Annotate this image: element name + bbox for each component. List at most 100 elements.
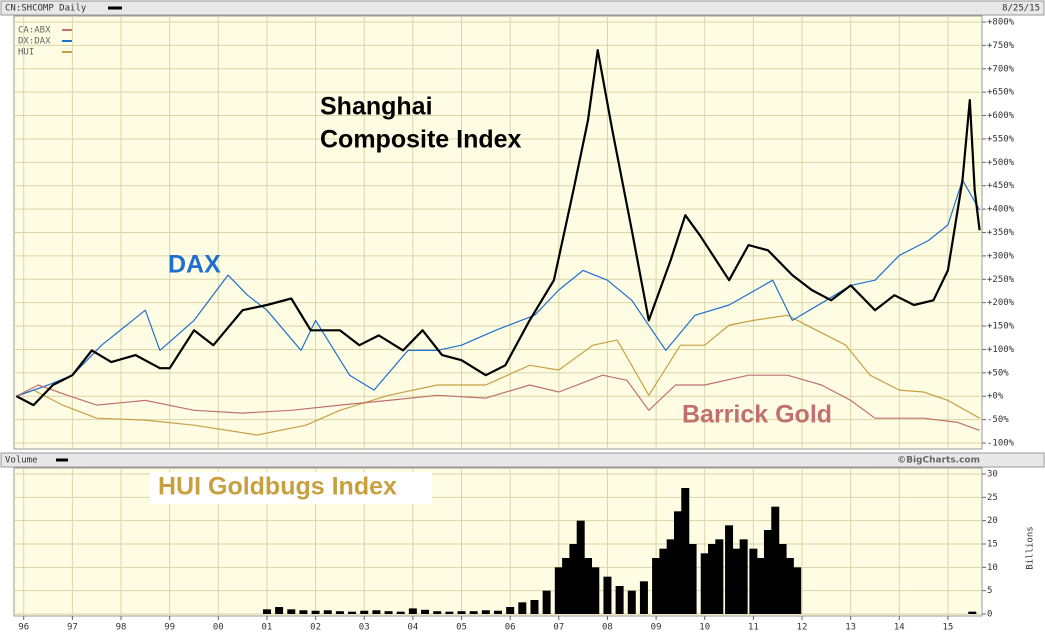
y-tick-label: +150%	[987, 322, 1015, 332]
y-tick-label: +0%	[987, 392, 1004, 402]
x-tick-label: 06	[505, 623, 516, 633]
y-tick-label: +50%	[987, 368, 1009, 378]
x-tick-label: 01	[262, 623, 273, 633]
header-strip	[0, 0, 1045, 16]
volume-bar	[287, 609, 296, 614]
volume-bar	[554, 567, 563, 614]
y-tick-label: +500%	[987, 158, 1015, 168]
x-tick-label: 07	[553, 623, 564, 633]
source: ©BigCharts.com	[897, 456, 980, 466]
volume-bar	[445, 611, 454, 614]
chart-date: 8/25/15	[1002, 4, 1040, 14]
x-tick-label: 11	[748, 623, 759, 633]
volume-bar	[433, 611, 442, 614]
volume-title: Volume	[5, 456, 38, 466]
legend-label: CA:ABX	[18, 26, 51, 36]
x-tick-label: 08	[602, 623, 613, 633]
x-tick-label: 96	[18, 623, 29, 633]
y-tick-label: +250%	[987, 275, 1015, 285]
volume-bar	[603, 576, 612, 614]
annotation: Composite Index	[320, 126, 522, 154]
legend-label: HUI	[18, 48, 34, 58]
volume-bar	[756, 558, 765, 614]
volume-bar	[396, 611, 405, 614]
volume-bar	[715, 539, 724, 614]
x-tick-label: 97	[67, 623, 78, 633]
y-tick-label: +800%	[987, 18, 1015, 28]
volume-bar	[739, 539, 748, 614]
line-series	[16, 314, 980, 436]
chart-title: CN:SHCOMP Daily	[5, 4, 87, 14]
volume-strip	[0, 452, 1045, 468]
x-tick-label: 98	[116, 623, 127, 633]
x-tick-label: 04	[407, 623, 418, 633]
volume-bar	[673, 511, 682, 614]
y-tick-label: +750%	[987, 41, 1015, 51]
x-tick-label: 13	[845, 623, 856, 633]
line-series	[16, 179, 981, 397]
volume-bar	[408, 608, 417, 614]
volume-bar	[708, 544, 717, 614]
annotation: Barrick Gold	[682, 401, 832, 429]
annotation: DAX	[168, 251, 221, 279]
y-tick-label: +700%	[987, 64, 1015, 74]
volume-bar	[506, 607, 515, 614]
x-tick-label: 02	[310, 623, 321, 633]
y-tick-label: +100%	[987, 345, 1015, 355]
volume-bar	[421, 609, 430, 614]
volume-bar	[771, 506, 780, 614]
volume-bar	[299, 610, 308, 614]
volume-bar	[576, 520, 585, 614]
volume-bar	[481, 610, 490, 614]
volume-bar	[457, 611, 466, 614]
annotation: HUI Goldbugs Index	[158, 473, 397, 501]
volume-bar	[688, 544, 697, 614]
volume-bar	[666, 539, 675, 614]
volume-bar	[627, 590, 636, 614]
volume-bar	[530, 600, 539, 614]
y-tick-label: -100%	[987, 439, 1015, 449]
y-tick-label: +350%	[987, 228, 1015, 238]
volume-bar	[542, 590, 551, 614]
annotation: Shanghai	[320, 93, 433, 121]
volume-bar	[968, 611, 977, 614]
volume-bar	[335, 611, 344, 614]
y-tick-label: +550%	[987, 134, 1015, 144]
volume-bar	[732, 548, 741, 614]
volume-bar	[569, 544, 578, 614]
volume-bar	[348, 611, 357, 614]
volume-panel	[13, 467, 983, 617]
y-tick-label: +400%	[987, 205, 1015, 215]
x-tick-label: 09	[651, 623, 662, 633]
volume-bar	[372, 610, 381, 614]
volume-bar	[725, 525, 734, 614]
volume-bar	[311, 610, 320, 614]
legend-label: DX:DAX	[18, 37, 51, 47]
volume-bar	[469, 611, 478, 614]
annotation-background	[150, 472, 432, 504]
y-axis-label: Billions	[1026, 526, 1036, 569]
x-tick-label: 12	[797, 623, 808, 633]
volume-bar	[360, 610, 369, 614]
x-tick-label: 14	[894, 623, 905, 633]
x-tick-label: 99	[164, 623, 175, 633]
volume-bar	[659, 548, 668, 614]
volume-bar	[785, 558, 794, 614]
y-tick-label: +200%	[987, 298, 1015, 308]
x-tick-label: 10	[699, 623, 710, 633]
volume-bar	[763, 530, 772, 614]
line-series	[16, 374, 980, 431]
y-tick-label: 25	[987, 493, 998, 503]
volume-bar	[562, 558, 571, 614]
volume-bar	[778, 544, 787, 614]
volume-bar	[262, 609, 271, 614]
volume-bar	[323, 610, 332, 614]
y-tick-label: 10	[987, 563, 998, 573]
volume-bar	[275, 607, 284, 614]
volume-bar	[615, 586, 624, 614]
x-tick-label: 03	[359, 623, 370, 633]
volume-bar	[518, 602, 527, 614]
y-tick-label: 0	[987, 610, 992, 620]
volume-bar	[494, 610, 502, 614]
